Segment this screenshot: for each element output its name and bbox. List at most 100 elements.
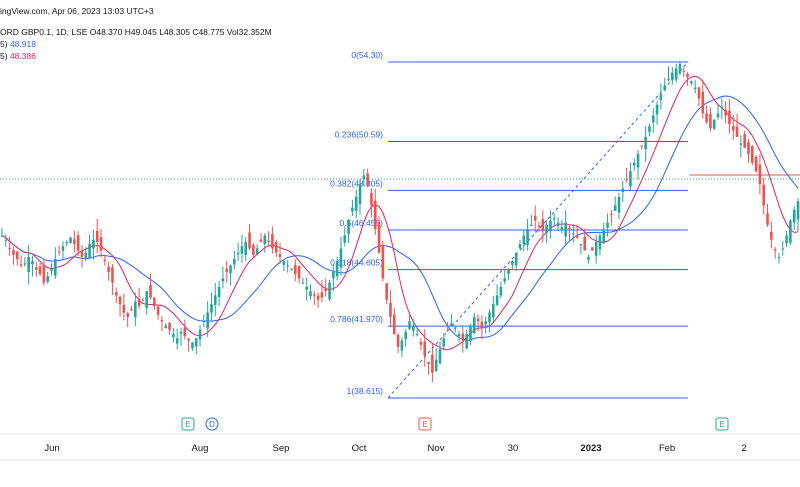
fib-level-label: 0.786(41.970) [330, 314, 383, 324]
candle-body [328, 282, 331, 300]
candle-body [735, 126, 739, 137]
candle-body [206, 312, 209, 329]
candle-body [648, 126, 651, 132]
candle-body [731, 126, 735, 131]
candle-body [92, 239, 95, 249]
earnings-marker[interactable] [418, 417, 432, 431]
x-tick-label: Jun [44, 443, 59, 454]
candle-body [297, 266, 301, 279]
candle-body [8, 247, 11, 249]
ma-slow-value: 48.386 [9, 51, 36, 61]
candle-body [617, 196, 621, 213]
candle-body [514, 252, 518, 266]
candle-body [400, 340, 404, 351]
candle-body [137, 298, 141, 307]
candle-body [111, 267, 114, 283]
time-axis[interactable]: Jun Aug Sep Oct Nov 30 2023 Feb 2 [0, 433, 800, 461]
candle-body [781, 248, 785, 250]
candle-body [442, 338, 446, 347]
candle-body [126, 313, 129, 317]
candle-body [339, 248, 343, 268]
candle-body [202, 321, 206, 323]
candle-body [606, 222, 609, 228]
candle-body [655, 104, 659, 115]
candle-body [678, 64, 682, 74]
candle-body [236, 252, 240, 255]
x-tick-label: 2023 [580, 443, 601, 454]
ma-fast-prefix: 5) [0, 39, 8, 49]
candle-body [709, 114, 712, 129]
ma-fast-line [1, 75, 799, 351]
moving-averages [1, 75, 799, 351]
candle-body [175, 338, 179, 344]
candle-body [373, 200, 377, 230]
x-tick-label: Oct [352, 443, 367, 454]
ma-fast-value: 48.918 [9, 39, 36, 49]
candle-body [217, 286, 221, 298]
candle-body [583, 236, 587, 251]
dividend-marker[interactable] [205, 417, 219, 431]
candle-body [438, 349, 442, 364]
candle-body [118, 296, 122, 305]
candle-body [499, 286, 503, 296]
candle-body [693, 87, 697, 90]
candle-body [427, 361, 430, 365]
candle-body [712, 119, 716, 129]
candle-body [739, 143, 743, 145]
candle-body [560, 226, 564, 231]
earnings-marker[interactable] [715, 417, 729, 431]
candle-body [267, 240, 270, 242]
candle-body [50, 267, 53, 271]
candle-body [324, 289, 328, 292]
candle-body [518, 244, 522, 249]
candle-body [76, 235, 80, 251]
candle-body [370, 193, 373, 206]
fibonacci-retracement[interactable]: 0(54.30) 0.236(50.59) 0.382(48.305) 0.5(46.… [0, 50, 800, 399]
chart-header-ohlc: ORD GBP0.1, 1D, LSE O48.370 H49.045 L48.… [0, 27, 272, 37]
x-tick-label: Aug [192, 443, 209, 454]
ma-fast-legend[interactable]: 5) 48.918 [0, 39, 36, 49]
candle-body [19, 264, 23, 266]
ma-slow-legend[interactable]: 5) 48.386 [0, 51, 36, 61]
candle-body [495, 295, 499, 305]
candle-body [114, 292, 118, 296]
candle-body [61, 246, 65, 251]
candle-body [73, 239, 76, 245]
candle-body [160, 319, 164, 322]
candle-body [762, 184, 766, 206]
candle-body [640, 145, 644, 147]
candle-body [282, 261, 286, 265]
candle-body [313, 294, 316, 296]
candle-body [533, 215, 537, 221]
fib-level-label: 0.618(44.605) [330, 258, 383, 268]
candle-body [271, 234, 274, 249]
candle-body [198, 329, 202, 340]
candle-body [316, 295, 320, 300]
ma-slow-prefix: 5) [0, 51, 8, 61]
x-tick-label: 2 [741, 443, 746, 454]
candle-body [644, 136, 647, 150]
candle-body [301, 282, 305, 284]
candle-body [4, 239, 8, 241]
candle-body [46, 276, 50, 282]
candle-body [248, 232, 251, 249]
candle-body [492, 304, 495, 318]
candle-body [191, 342, 194, 349]
candle-body [613, 205, 617, 211]
candle-body [663, 85, 666, 91]
candle-body [575, 235, 579, 238]
earnings-marker-label: E [422, 420, 427, 429]
candle-body [453, 327, 457, 329]
candle-body [141, 299, 145, 301]
x-tick-label: Nov [428, 443, 445, 454]
candle-body [423, 341, 427, 356]
candle-body [598, 235, 602, 250]
earnings-marker[interactable] [181, 417, 195, 431]
candle-body [556, 222, 560, 227]
candle-body [396, 334, 400, 347]
candle-body [290, 268, 293, 270]
candle-body [610, 214, 613, 216]
candle-body [343, 235, 347, 243]
